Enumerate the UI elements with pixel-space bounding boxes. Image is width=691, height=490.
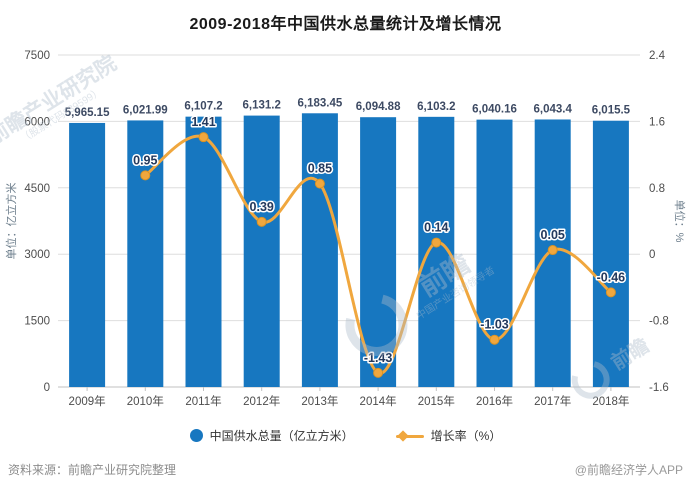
line-value-label: 0.39: [250, 200, 274, 214]
line-value-label: -0.46: [597, 270, 626, 284]
chart-text: 1.6: [649, 116, 665, 128]
line-value-label: 0.95: [133, 153, 157, 167]
chart-text: 3000: [24, 249, 50, 261]
line-series-marker-icon: [395, 429, 424, 442]
chart-text: 2016年: [476, 394, 513, 408]
chart-text: -0.8: [649, 316, 669, 328]
line-marker: [605, 287, 616, 298]
chart-text: 7500: [24, 50, 50, 62]
left-axis-unit-label: 单位：亿立方米: [4, 183, 18, 260]
chart-text: 6,107.2: [184, 101, 222, 113]
line-marker: [547, 245, 558, 256]
line-marker: [489, 334, 500, 345]
bar: [592, 120, 629, 387]
chart-text: 2012年: [243, 394, 280, 408]
right-axis-unit-label: 单位：%: [673, 200, 687, 243]
line-marker: [256, 216, 267, 227]
line-marker: [140, 170, 151, 181]
chart-text: 0.8: [649, 183, 665, 195]
legend-item-bar: 中国供水总量（亿立方米）: [189, 427, 354, 444]
line-value-label: 1.41: [191, 115, 215, 129]
chart-text: 6,043.4: [534, 103, 573, 115]
chart-text: 2010年: [127, 394, 164, 408]
line-value-label: 0.85: [308, 162, 332, 176]
line-marker: [431, 237, 442, 248]
chart-text: 2.4: [649, 50, 666, 62]
line-value-label: -1.43: [364, 351, 393, 365]
chart-text: 5,965.15: [65, 107, 110, 119]
bar: [69, 122, 106, 388]
chart-text: 2015年: [418, 394, 455, 408]
chart-text: 0: [44, 382, 50, 394]
chart-text: 6,040.16: [472, 104, 517, 116]
chart-text: 6,015.5: [592, 105, 631, 117]
bar: [360, 117, 397, 387]
chart-text: 4500: [24, 183, 50, 195]
line-marker: [373, 367, 384, 378]
chart-text: 6,094.88: [356, 101, 401, 113]
chart-text: 6,103.2: [417, 101, 455, 113]
bar: [243, 115, 280, 387]
chart-text: 2017年: [534, 394, 571, 408]
bar-series-marker-icon: [189, 429, 203, 442]
chart-text: 2011年: [185, 394, 221, 408]
bar: [301, 113, 338, 387]
chart-text: 2014年: [360, 394, 397, 408]
chart-text: 6000: [24, 116, 50, 128]
credit-note: @前瞻经济学人APP: [574, 463, 683, 477]
chart-text: 6,183.45: [298, 97, 343, 109]
legend-label: 中国供水总量（亿立方米）: [209, 429, 354, 443]
chart-text: 6,131.2: [243, 100, 281, 112]
chart-text: 2009年: [69, 394, 106, 408]
chart-text: 1500: [24, 316, 50, 328]
chart-title: 2009-2018年中国供水总量统计及增长情况: [189, 16, 502, 33]
chart-text: 2013年: [301, 394, 338, 408]
chart-text: -1.6: [649, 382, 669, 394]
line-marker: [198, 132, 209, 143]
chart-text: 6,021.99: [123, 104, 168, 116]
line-value-label: 0.14: [424, 221, 448, 235]
bar: [476, 119, 513, 387]
source-note: 资料来源：前瞻产业研究院整理: [8, 463, 177, 477]
line-value-label: 0.05: [541, 228, 565, 242]
chart-text: 2018年: [592, 394, 629, 408]
chart-legend: 中国供水总量（亿立方米） 增长率（%）: [0, 427, 691, 444]
line-value-label: -1.03: [480, 318, 509, 332]
legend-label: 增长率（%）: [430, 429, 502, 443]
line-marker: [314, 178, 325, 189]
chart-text: 0: [649, 249, 655, 261]
legend-item-line: 增长率（%）: [395, 427, 502, 444]
bar: [185, 116, 222, 388]
